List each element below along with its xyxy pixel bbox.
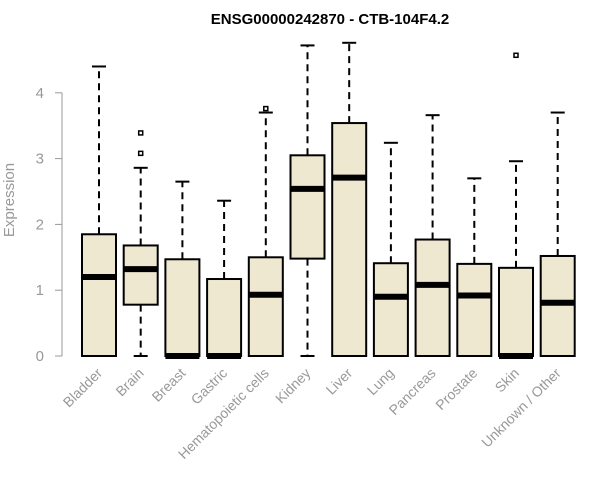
box-group — [164, 180, 201, 359]
y-tick-label: 3 — [36, 151, 44, 168]
box-iqr — [122, 244, 159, 306]
box-iqr — [414, 238, 451, 357]
y-tick-label: 4 — [36, 85, 44, 102]
box-iqr — [247, 256, 284, 357]
box-iqr — [539, 254, 576, 357]
y-tick-label: 1 — [36, 282, 44, 299]
outlier-point — [137, 130, 144, 136]
chart-title: ENSG00000242870 - CTB-104F4.2 — [211, 11, 449, 28]
box-iqr — [498, 266, 534, 357]
y-axis: 0 1 2 3 4 — [36, 85, 63, 365]
box-group — [122, 130, 159, 357]
box-group — [372, 141, 409, 357]
boxes — [81, 41, 576, 359]
x-tick-label: Liver — [323, 365, 356, 398]
box-group — [498, 52, 534, 359]
box-group — [81, 65, 117, 358]
box-iqr — [289, 154, 326, 260]
box-iqr — [206, 278, 243, 358]
x-tick-label: Lung — [364, 365, 397, 398]
box-iqr — [331, 122, 368, 358]
x-tick-label: Breast — [149, 365, 189, 405]
box-group — [331, 41, 368, 358]
x-tick-label: Kidney — [272, 365, 314, 407]
x-tick-label: Prostate — [432, 365, 480, 413]
outlier-point — [263, 105, 269, 112]
y-axis-label: Expression — [1, 163, 18, 237]
x-tick-label: Brain — [112, 365, 146, 399]
outlier-point — [137, 150, 144, 157]
box-iqr — [456, 262, 493, 358]
y-tick-label: 0 — [36, 348, 44, 365]
box-iqr — [372, 262, 409, 357]
box-group — [206, 199, 243, 359]
x-tick-label: Unknown / Other — [478, 365, 564, 451]
box-group — [247, 105, 284, 357]
x-tick-label: Bladder — [60, 365, 106, 411]
box-group — [456, 177, 493, 358]
box-group — [414, 114, 451, 357]
box-iqr — [81, 233, 117, 358]
outlier-point — [513, 52, 519, 59]
x-tick-label: Skin — [492, 365, 523, 396]
box-iqr — [164, 258, 201, 357]
box-group — [539, 111, 576, 357]
box-group — [289, 44, 326, 357]
y-tick-label: 2 — [36, 216, 44, 233]
